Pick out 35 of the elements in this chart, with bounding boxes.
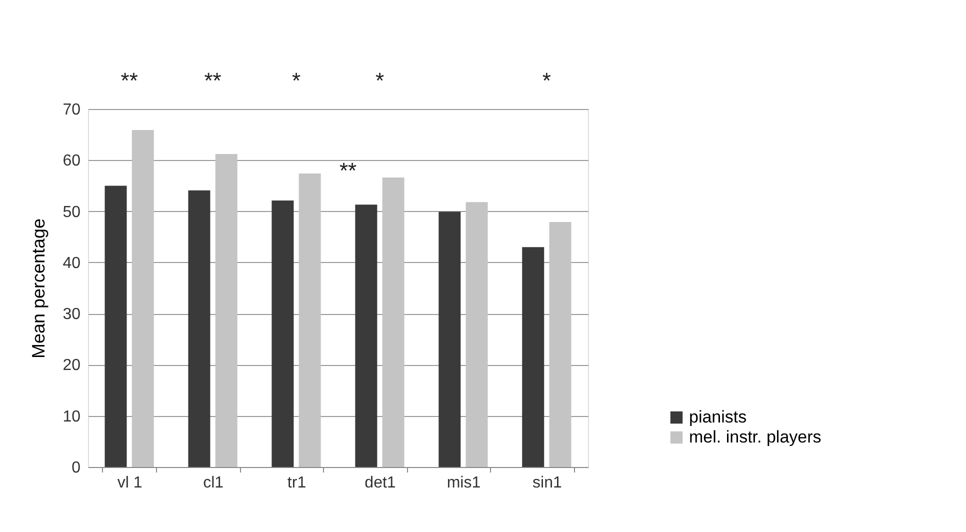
x-tick-label: tr1 <box>287 474 306 492</box>
y-axis-title: Mean percentage <box>28 218 49 359</box>
y-tick-label: 40 <box>62 254 81 272</box>
bar <box>132 130 154 467</box>
bar <box>272 200 294 467</box>
bar <box>355 204 378 467</box>
annotation: ** <box>339 158 357 183</box>
text: * <box>542 68 552 93</box>
y-tick-label: 50 <box>62 204 81 221</box>
bar <box>298 173 321 467</box>
y-tick-label: 20 <box>62 357 81 374</box>
bar <box>382 178 404 467</box>
bar <box>522 247 544 467</box>
x-tick-label: cl1 <box>203 474 224 492</box>
legend-label: pianists <box>689 408 747 426</box>
x-tick-label: sin1 <box>532 474 562 492</box>
text: ** <box>204 68 222 93</box>
text: * <box>292 68 301 93</box>
bar <box>188 190 210 467</box>
bar <box>466 202 488 467</box>
y-tick-label: 0 <box>72 460 81 476</box>
bar <box>215 154 238 467</box>
bar <box>104 186 127 467</box>
y-tick-label: 10 <box>62 408 81 426</box>
x-tick-label: vl 1 <box>117 474 142 492</box>
x-tick-label: det1 <box>364 474 396 492</box>
text: * <box>375 68 384 93</box>
text: ** <box>120 68 138 93</box>
x-tick-label: mis1 <box>446 474 481 492</box>
bar <box>438 212 461 467</box>
y-tick-label: 30 <box>62 306 81 324</box>
y-tick-label: 70 <box>62 102 81 118</box>
bar <box>549 222 572 467</box>
legend-label: mel. instr. players <box>689 428 822 446</box>
y-tick-label: 60 <box>62 152 81 170</box>
